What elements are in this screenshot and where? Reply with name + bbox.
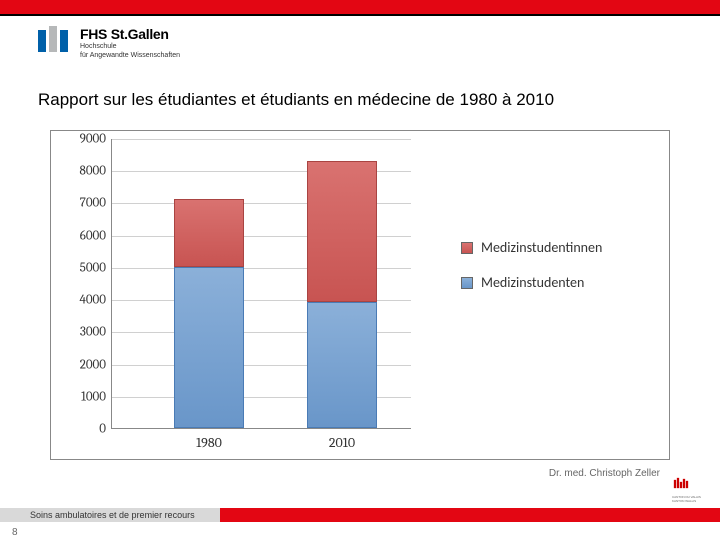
y-axis-label: 6000 [62, 228, 106, 243]
header-divider [0, 14, 720, 16]
bar-segment [174, 267, 244, 428]
y-axis-label: 4000 [62, 293, 106, 308]
legend-item: Medizinstudenten [461, 274, 602, 291]
slide-title: Rapport sur les étudiantes et étudiants … [38, 90, 554, 110]
footer-text: Soins ambulatoires et de premier recours [30, 510, 195, 520]
logo-blocks-icon [38, 26, 68, 52]
bar-group: 2010 [307, 161, 377, 428]
chart-plot: 0100020003000400050006000700080009000198… [111, 139, 411, 429]
bar-segment [174, 199, 244, 267]
logo-title: FHS St.Gallen [80, 26, 180, 42]
top-red-bar [0, 0, 720, 14]
legend-label: Medizinstudentinnen [481, 239, 602, 256]
x-axis-label: 2010 [307, 434, 377, 451]
y-axis-label: 3000 [62, 325, 106, 340]
legend-swatch-icon [461, 277, 473, 289]
y-axis-label: 5000 [62, 260, 106, 275]
gridline [112, 139, 411, 140]
y-axis-label: 1000 [62, 389, 106, 404]
y-axis-label: 9000 [62, 132, 106, 147]
legend-label: Medizinstudenten [481, 274, 584, 291]
bar-segment [307, 302, 377, 428]
fhs-logo: FHS St.Gallen Hochschule für Angewandte … [38, 26, 180, 59]
attribution-text: Dr. med. Christoph Zeller [549, 468, 660, 479]
y-axis-label: 2000 [62, 357, 106, 372]
legend-item: Medizinstudentinnen [461, 239, 602, 256]
logo-subtitle-2: für Angewandte Wissenschaften [80, 52, 180, 60]
bar-segment [307, 161, 377, 303]
bar-group: 1980 [174, 199, 244, 428]
chart-container: 0 1000 2000 3000 4000 5000 6000 7000 8000 9000 198… [50, 130, 670, 460]
svg-text:KANTON WALLIS: KANTON WALLIS [672, 499, 696, 503]
x-axis-label: 1980 [174, 434, 244, 451]
legend-swatch-icon [461, 242, 473, 254]
page-number: 8 [12, 527, 18, 538]
wallis-logo-icon: CANTON DU VALAIS KANTON WALLIS [672, 476, 706, 506]
y-axis-label: 7000 [62, 196, 106, 211]
y-axis-label: 0 [62, 422, 106, 437]
logo-subtitle-1: Hochschule [80, 43, 180, 51]
chart-legend: Medizinstudentinnen Medizinstudenten [461, 239, 602, 309]
y-axis-label: 8000 [62, 164, 106, 179]
